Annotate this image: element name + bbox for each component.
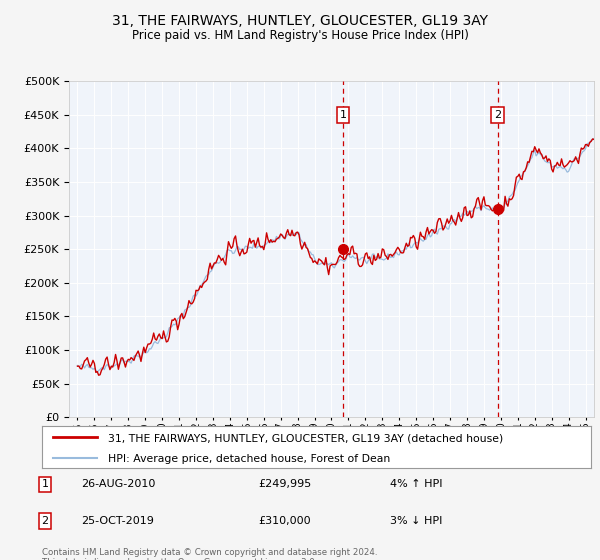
Text: HPI: Average price, detached house, Forest of Dean: HPI: Average price, detached house, Fore… bbox=[108, 454, 390, 464]
Text: 2: 2 bbox=[41, 516, 49, 526]
Text: 26-AUG-2010: 26-AUG-2010 bbox=[81, 479, 155, 489]
Text: 1: 1 bbox=[340, 110, 346, 120]
Text: 4% ↑ HPI: 4% ↑ HPI bbox=[390, 479, 443, 489]
Text: Contains HM Land Registry data © Crown copyright and database right 2024.
This d: Contains HM Land Registry data © Crown c… bbox=[42, 548, 377, 560]
Text: 31, THE FAIRWAYS, HUNTLEY, GLOUCESTER, GL19 3AY (detached house): 31, THE FAIRWAYS, HUNTLEY, GLOUCESTER, G… bbox=[108, 433, 503, 443]
Text: 31, THE FAIRWAYS, HUNTLEY, GLOUCESTER, GL19 3AY: 31, THE FAIRWAYS, HUNTLEY, GLOUCESTER, G… bbox=[112, 14, 488, 28]
Text: 3% ↓ HPI: 3% ↓ HPI bbox=[390, 516, 442, 526]
Text: £310,000: £310,000 bbox=[258, 516, 311, 526]
Text: 25-OCT-2019: 25-OCT-2019 bbox=[81, 516, 154, 526]
Text: 1: 1 bbox=[41, 479, 49, 489]
Text: 2: 2 bbox=[494, 110, 502, 120]
Text: Price paid vs. HM Land Registry's House Price Index (HPI): Price paid vs. HM Land Registry's House … bbox=[131, 29, 469, 42]
Text: £249,995: £249,995 bbox=[258, 479, 311, 489]
